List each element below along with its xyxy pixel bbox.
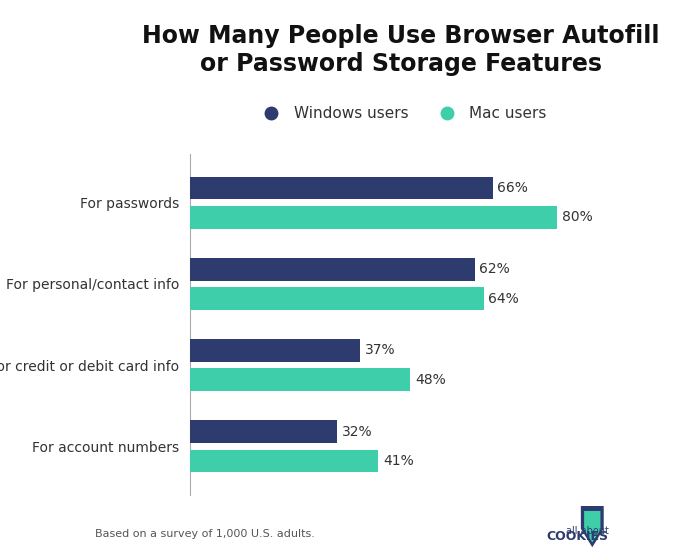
Bar [190,368,410,391]
Text: COOKIES: COOKIES [547,530,609,543]
Text: 64%: 64% [488,292,519,305]
Legend: Windows users, Mac users: Windows users, Mac users [250,100,553,128]
Bar [190,258,475,280]
Text: 37%: 37% [364,344,395,358]
Text: all about: all about [566,526,609,536]
Bar [190,339,360,362]
PathPatch shape [584,511,600,542]
Text: Based on a survey of 1,000 U.S. adults.: Based on a survey of 1,000 U.S. adults. [95,529,315,539]
Bar [190,206,557,229]
Bar [190,177,493,200]
PathPatch shape [581,506,604,547]
Text: 32%: 32% [341,425,372,439]
Bar [190,287,483,310]
Bar [190,449,378,472]
Text: 41%: 41% [383,454,413,468]
Bar [190,420,337,443]
Text: 62%: 62% [479,262,510,276]
Text: 66%: 66% [498,181,528,195]
Text: 80%: 80% [562,210,592,224]
Text: 48%: 48% [415,373,445,387]
Title: How Many People Use Browser Autofill
or Password Storage Features: How Many People Use Browser Autofill or … [142,24,660,76]
